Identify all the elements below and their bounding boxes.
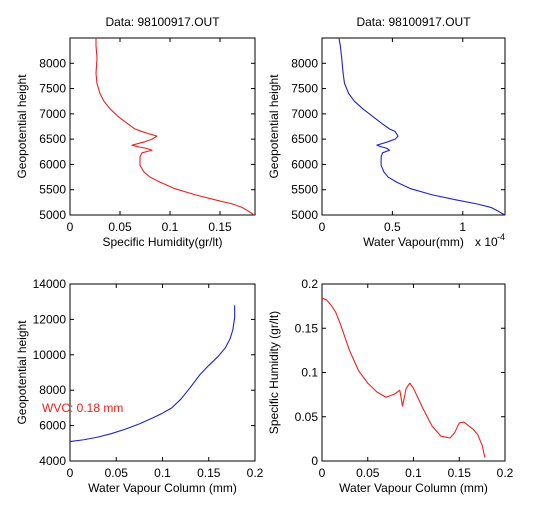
chart-3-ytick-label: 8000 <box>39 383 66 397</box>
chart-1-xlabel: Specific Humidity(gr/lt) <box>102 235 222 249</box>
chart-1-xtick-label: 0.15 <box>208 220 232 234</box>
chart-2-title: Data: 98100917.OUT <box>356 15 471 29</box>
chart-3-xtick-label: 0.15 <box>197 466 221 480</box>
chart-1-xtick-label: 0 <box>67 220 74 234</box>
chart-1-xtick-label: 0.1 <box>162 220 179 234</box>
chart-4-ytick-label: 0 <box>311 454 318 468</box>
chart-3-xtick-label: 0.2 <box>247 466 264 480</box>
chart-4-series-line <box>321 297 486 458</box>
chart-2-ytick-label: 6500 <box>291 132 318 146</box>
chart-1-series-line <box>95 38 255 216</box>
chart-3-xtick-label: 0.1 <box>154 466 171 480</box>
chart-3-series-line <box>69 305 236 443</box>
chart-2: 0 0.5 1 5000 5500 6000 6500 7000 7500 8000 Data: 9… <box>267 15 506 249</box>
chart-2-plot-area <box>321 37 506 216</box>
chart-1-xtick-label: 0.05 <box>108 220 132 234</box>
chart-2-xlabel: Water Vapour(mm) <box>363 235 464 249</box>
chart-3-ylabel: Geopotential height <box>15 320 29 425</box>
chart-1-ytick-label: 5000 <box>39 208 66 222</box>
chart-1: 0 0.05 0.1 0.15 5000 5500 6000 6500 7000 7500 8000… <box>15 15 256 249</box>
chart-3-xtick-label: 0.05 <box>105 466 129 480</box>
chart-4-ytick-label: 0.05 <box>295 410 319 424</box>
chart-4-ylabel: Specific Humidity (gr/lt) <box>267 311 281 434</box>
chart-2-ytick-label: 5000 <box>291 208 318 222</box>
chart-3-ytick-label: 4000 <box>39 454 66 468</box>
chart-4-ytick-label: 0.15 <box>295 321 319 335</box>
chart-2-xtick-label: 0.5 <box>384 220 401 234</box>
chart-2-ylabel: Geopotential height <box>267 74 281 179</box>
chart-4-ytick-label: 0.1 <box>301 366 318 380</box>
chart-2-ytick-label: 5500 <box>291 183 318 197</box>
chart-2-ytick-label: 6000 <box>291 157 318 171</box>
chart-3-annotation: WVC: 0.18 mm <box>42 401 123 415</box>
chart-2-ytick-label: 8000 <box>291 56 318 70</box>
chart-3-ytick-label: 12000 <box>33 312 67 326</box>
chart-4-xtick-label: 0.1 <box>405 466 422 480</box>
chart-1-ytick-label: 6500 <box>39 132 66 146</box>
chart-3-xtick-label: 0 <box>67 466 74 480</box>
chart-3-ytick-label: 6000 <box>39 419 66 433</box>
chart-1-ytick-label: 7500 <box>39 82 66 96</box>
chart-4-xtick-label: 0 <box>319 466 326 480</box>
chart-1-ytick-label: 8000 <box>39 56 66 70</box>
chart-1-plot-area <box>69 37 256 216</box>
chart-3-plot-area <box>69 283 256 462</box>
chart-2-x-multiplier: x 10 <box>475 235 498 249</box>
chart-3-xlabel: Water Vapour Column (mm) <box>88 481 237 495</box>
chart-4-xtick-label: 0.05 <box>356 466 380 480</box>
chart-2-xtick-label: 0 <box>319 220 326 234</box>
chart-4-ytick-label: 0.2 <box>301 277 318 291</box>
chart-2-x-multiplier-exponent: -4 <box>497 232 505 242</box>
chart-3: 0 0.05 0.1 0.15 0.2 4000 6000 8000 10000 12000 140… <box>15 277 264 495</box>
chart-4-xtick-label: 0.2 <box>497 466 514 480</box>
chart-1-ylabel: Geopotential height <box>15 74 29 179</box>
chart-4-xlabel: Water Vapour Column (mm) <box>339 481 488 495</box>
chart-4: 0 0.05 0.1 0.15 0.2 0 0.05 0.1 0.15 0.2 Water Vapo… <box>267 277 514 495</box>
chart-3-ytick-label: 14000 <box>33 277 67 291</box>
chart-2-ytick-label: 7500 <box>291 82 318 96</box>
chart-2-xtick-label: 1 <box>459 220 466 234</box>
chart-3-ytick-label: 10000 <box>33 348 67 362</box>
chart-2-ytick-label: 7000 <box>291 107 318 121</box>
chart-1-ytick-label: 7000 <box>39 107 66 121</box>
chart-2-series-line <box>338 37 506 216</box>
chart-1-ytick-label: 5500 <box>39 183 66 197</box>
chart-1-title: Data: 98100917.OUT <box>105 15 220 29</box>
chart-4-xtick-label: 0.15 <box>448 466 472 480</box>
chart-1-ytick-label: 6000 <box>39 157 66 171</box>
